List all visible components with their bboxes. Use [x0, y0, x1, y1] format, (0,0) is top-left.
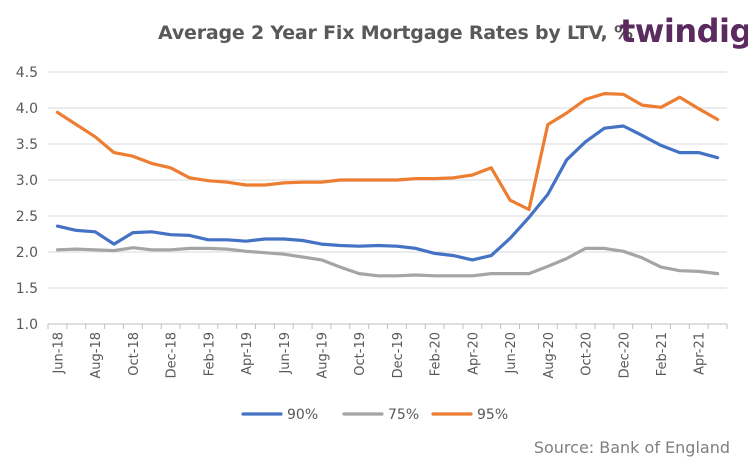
twindig-logo: twindig: [620, 12, 748, 50]
legend: 90% 75% 95%: [241, 407, 508, 423]
x-tick-label: Oct-18: [127, 332, 142, 376]
x-tick-label: Dec-20: [617, 332, 632, 378]
source-note: Source: Bank of England: [533, 438, 730, 457]
x-tick-label: Aug-18: [89, 332, 104, 379]
gridlines: [48, 71, 727, 289]
x-tick-label: Oct-19: [353, 332, 368, 376]
x-tick-label: Oct-20: [580, 332, 595, 376]
y-tick-label: 1.5: [16, 281, 38, 297]
x-tick-label: Apr-21: [693, 332, 708, 375]
x-tick-label: Jun-20: [504, 332, 519, 375]
y-tick-label: 3.5: [16, 137, 38, 153]
x-tick-label: Feb-21: [655, 332, 670, 376]
x-tick-label: Jun-19: [278, 332, 293, 375]
series-lines: [55, 91, 720, 278]
y-tick-label: 3.0: [16, 173, 38, 189]
series-line-75pct: [55, 246, 720, 278]
x-axis: [47, 323, 728, 329]
x-tick-label: Dec-19: [391, 332, 406, 378]
legend-label: 90%: [287, 407, 318, 423]
x-tick-label: Apr-19: [240, 332, 255, 375]
x-tick-label: Feb-19: [202, 332, 217, 376]
series-line-90pct: [55, 124, 720, 262]
y-tick-label: 4.0: [16, 101, 38, 117]
x-axis-ticks: Jun-18 Aug-18 Oct-18 Dec-18 Feb-19 Apr-19 Jun-…: [51, 332, 707, 379]
legend-label: 95%: [477, 407, 508, 423]
y-axis-ticks: 1.0 1.5 2.0 2.5 3.0 3.5 4.0 4.5: [16, 65, 38, 333]
x-tick-label: Aug-19: [315, 332, 330, 379]
x-tick-label: Feb-20: [429, 332, 444, 376]
legend-label: 75%: [388, 407, 419, 423]
y-tick-label: 2.0: [16, 245, 38, 261]
x-tick-label: Aug-20: [542, 332, 557, 379]
x-tick-label: Dec-18: [165, 332, 180, 378]
x-tick-label: Apr-20: [466, 332, 481, 375]
series-line-95pct: [55, 91, 720, 212]
y-tick-label: 2.5: [16, 209, 38, 225]
y-tick-label: 1.0: [16, 317, 38, 333]
x-tick-label: Jun-18: [51, 332, 66, 375]
chart-title: Average 2 Year Fix Mortgage Rates by LTV…: [158, 22, 633, 44]
y-tick-label: 4.5: [16, 65, 38, 81]
